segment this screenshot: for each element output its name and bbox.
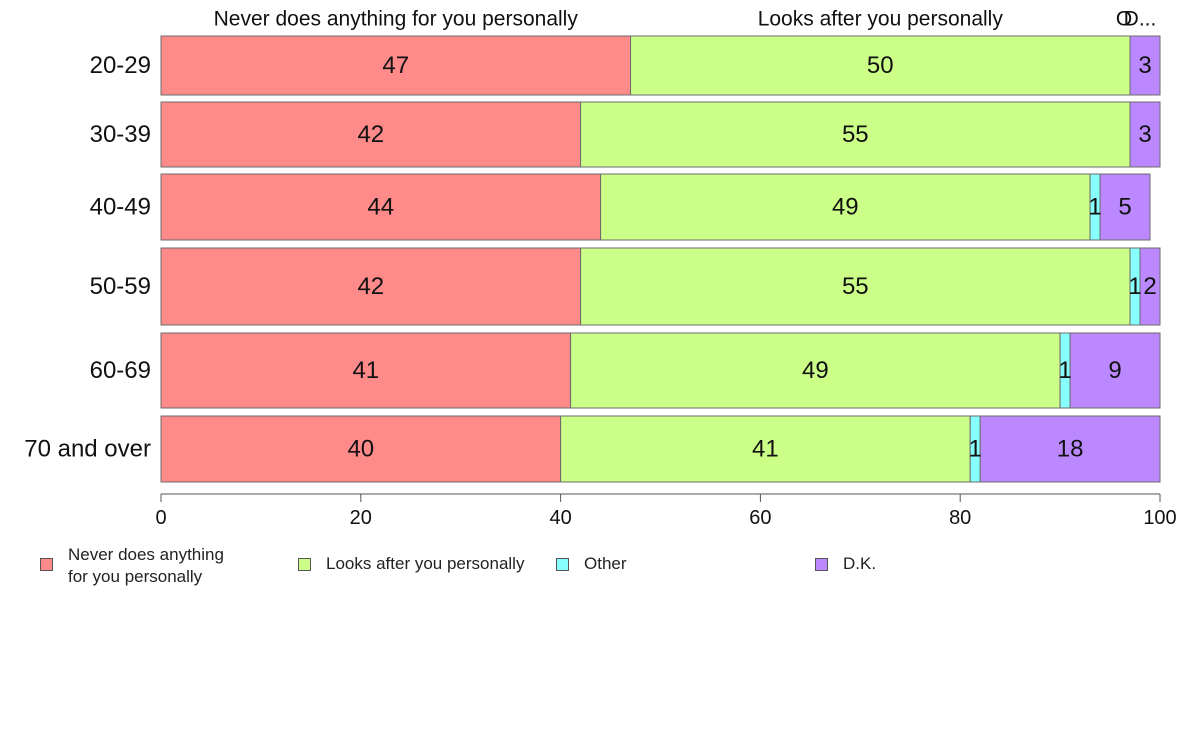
data-label-never-does-anything-for-you-personally-60-69: 41 (352, 357, 379, 384)
bar-never-does-anything-for-you-personally-50-59 (160, 247, 582, 326)
category-label-20-29: 20-29 (90, 52, 151, 79)
data-label-looks-after-you-personally-60-69: 49 (802, 357, 829, 384)
top-series-label-0: Never does anything for you personally (214, 8, 579, 31)
category-label-50-59: 50-59 (90, 273, 151, 300)
data-label-looks-after-you-personally-20-29: 50 (867, 52, 894, 79)
category-label-60-69: 60-69 (90, 357, 151, 384)
data-label-d-k-60-69: 9 (1108, 357, 1121, 384)
x-tick-label-20: 20 (350, 507, 372, 529)
category-label-30-39: 30-39 (90, 121, 151, 148)
legend-item-looks-after: Looks after you personally (298, 544, 524, 575)
bar-never-does-anything-for-you-personally-20-29 (160, 35, 632, 96)
data-label-d-k-40-49: 5 (1118, 194, 1131, 221)
data-label-looks-after-you-personally-40-49: 49 (832, 194, 859, 221)
data-label-d-k-50-59: 2 (1143, 273, 1156, 300)
bar-never-does-anything-for-you-personally-40-49 (160, 173, 602, 241)
legend: Never does anything for you personally L… (0, 544, 1188, 594)
x-axis: 0 20 40 60 80 100 (155, 493, 1177, 529)
x-tick-label-100: 100 (1143, 507, 1176, 529)
labels-layer: 20-29 47 50 330-39 42 55 340-49 44 49 1 550-59 42 55… (24, 8, 1156, 463)
data-label-never-does-anything-for-you-personally-50-59: 42 (357, 273, 384, 300)
bar-never-does-anything-for-you-personally-30-39 (160, 101, 582, 168)
data-label-looks-after-you-personally-50-59: 55 (842, 273, 869, 300)
bar-d-k-70-and-over (979, 415, 1161, 483)
x-tick-label-0: 0 (155, 507, 166, 529)
category-label-70-and-over: 70 and over (24, 436, 151, 463)
bar-d-k-30-39 (1129, 101, 1161, 168)
x-tick-label-80: 80 (949, 507, 971, 529)
data-label-d-k-30-39: 3 (1138, 121, 1151, 148)
data-label-other-70-and-over: 1 (969, 436, 982, 463)
data-label-never-does-anything-for-you-personally-40-49: 44 (367, 194, 394, 221)
data-label-d-k-20-29: 3 (1138, 52, 1151, 79)
bar-d-k-20-29 (1129, 35, 1161, 96)
bar-never-does-anything-for-you-personally-60-69 (160, 332, 572, 409)
data-label-other-50-59: 1 (1128, 273, 1141, 300)
top-series-label-2: O (1116, 8, 1132, 31)
legend-label-never: Never does anything for you personally (68, 545, 224, 586)
legend-swatch-other (556, 558, 569, 571)
data-label-d-k-70-and-over: 18 (1057, 436, 1084, 463)
top-series-label-3: D... (1124, 8, 1157, 31)
x-tick-label-60: 60 (749, 507, 771, 529)
category-label-40-49: 40-49 (90, 194, 151, 221)
bar-d-k-50-59 (1139, 247, 1161, 326)
bar-d-k-40-49 (1099, 173, 1151, 241)
data-label-looks-after-you-personally-30-39: 55 (842, 121, 869, 148)
data-label-other-40-49: 1 (1088, 194, 1101, 221)
legend-label-other: Other (584, 554, 627, 573)
legend-label-looks-after: Looks after you personally (326, 554, 525, 573)
bar-looks-after-you-personally-70-and-over (560, 415, 971, 483)
legend-swatch-looks-after (298, 558, 311, 571)
bar-looks-after-you-personally-60-69 (570, 332, 1061, 409)
bars-layer (160, 35, 1161, 483)
legend-item-other: Other (556, 544, 627, 575)
data-label-never-does-anything-for-you-personally-70-and-over: 40 (347, 436, 374, 463)
data-label-never-does-anything-for-you-personally-30-39: 42 (357, 121, 384, 148)
legend-swatch-dk (815, 558, 828, 571)
bar-looks-after-you-personally-30-39 (580, 101, 1131, 168)
legend-label-dk: D.K. (843, 554, 877, 573)
bar-d-k-60-69 (1069, 332, 1161, 409)
legend-item-never: Never does anything for you personally (40, 544, 224, 588)
x-tick-label-40: 40 (549, 507, 571, 529)
data-label-other-60-69: 1 (1058, 357, 1071, 384)
legend-item-dk: D.K. (815, 544, 876, 575)
data-label-never-does-anything-for-you-personally-20-29: 47 (382, 52, 409, 79)
bar-looks-after-you-personally-40-49 (600, 173, 1091, 241)
bar-never-does-anything-for-you-personally-70-and-over (160, 415, 562, 483)
legend-swatch-never (40, 558, 53, 571)
bar-looks-after-you-personally-50-59 (580, 247, 1131, 326)
top-series-label-1: Looks after you personally (758, 8, 1004, 31)
bar-looks-after-you-personally-20-29 (630, 35, 1131, 96)
data-label-looks-after-you-personally-70-and-over: 41 (752, 436, 779, 463)
